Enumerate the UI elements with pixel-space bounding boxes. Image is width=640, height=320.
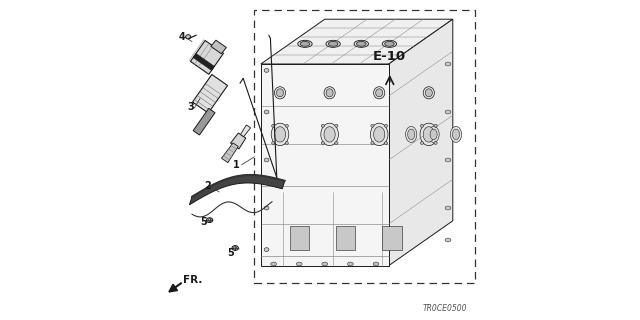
Ellipse shape bbox=[382, 40, 397, 47]
Ellipse shape bbox=[371, 141, 374, 144]
Text: 4: 4 bbox=[179, 32, 186, 42]
Ellipse shape bbox=[434, 141, 437, 144]
Ellipse shape bbox=[452, 129, 460, 140]
Ellipse shape bbox=[276, 89, 284, 97]
Ellipse shape bbox=[420, 141, 424, 144]
Ellipse shape bbox=[426, 89, 433, 97]
Ellipse shape bbox=[271, 123, 289, 146]
Polygon shape bbox=[383, 226, 402, 250]
Polygon shape bbox=[211, 40, 227, 54]
Ellipse shape bbox=[321, 123, 339, 146]
Ellipse shape bbox=[264, 158, 269, 162]
Ellipse shape bbox=[186, 35, 191, 39]
Text: 5: 5 bbox=[200, 217, 207, 228]
Ellipse shape bbox=[406, 126, 417, 142]
Ellipse shape bbox=[300, 42, 310, 46]
Ellipse shape bbox=[264, 110, 269, 114]
Ellipse shape bbox=[445, 206, 451, 210]
Text: 1: 1 bbox=[234, 160, 240, 170]
Ellipse shape bbox=[271, 141, 275, 144]
Ellipse shape bbox=[285, 124, 289, 127]
Polygon shape bbox=[290, 226, 308, 250]
Ellipse shape bbox=[285, 141, 289, 144]
Ellipse shape bbox=[430, 129, 437, 140]
Ellipse shape bbox=[420, 123, 438, 146]
Ellipse shape bbox=[445, 158, 451, 162]
Ellipse shape bbox=[420, 124, 424, 127]
Text: TR0CE0500: TR0CE0500 bbox=[422, 304, 467, 313]
Ellipse shape bbox=[264, 248, 269, 252]
Ellipse shape bbox=[445, 238, 451, 242]
Ellipse shape bbox=[371, 123, 388, 146]
Polygon shape bbox=[193, 53, 214, 70]
Text: 3: 3 bbox=[187, 102, 194, 112]
Bar bbox=[254, 10, 475, 283]
Ellipse shape bbox=[373, 262, 379, 266]
Ellipse shape bbox=[264, 68, 269, 72]
Ellipse shape bbox=[271, 262, 276, 266]
Polygon shape bbox=[193, 108, 215, 135]
Polygon shape bbox=[388, 19, 453, 266]
Polygon shape bbox=[189, 175, 285, 205]
Ellipse shape bbox=[234, 247, 237, 249]
Ellipse shape bbox=[445, 110, 451, 114]
Ellipse shape bbox=[356, 42, 366, 46]
Ellipse shape bbox=[376, 89, 383, 97]
Ellipse shape bbox=[264, 206, 269, 210]
Ellipse shape bbox=[321, 141, 324, 144]
Ellipse shape bbox=[423, 87, 435, 99]
Polygon shape bbox=[261, 64, 388, 266]
Text: 5: 5 bbox=[227, 248, 234, 258]
Ellipse shape bbox=[326, 89, 333, 97]
Text: E-10: E-10 bbox=[373, 50, 406, 62]
Ellipse shape bbox=[328, 42, 338, 46]
Polygon shape bbox=[191, 40, 223, 74]
Polygon shape bbox=[230, 133, 246, 149]
Ellipse shape bbox=[324, 87, 335, 99]
Ellipse shape bbox=[296, 262, 302, 266]
Ellipse shape bbox=[271, 124, 275, 127]
Ellipse shape bbox=[322, 262, 328, 266]
Ellipse shape bbox=[208, 219, 211, 221]
Ellipse shape bbox=[445, 62, 451, 66]
Ellipse shape bbox=[335, 124, 338, 127]
Ellipse shape bbox=[374, 87, 385, 99]
Ellipse shape bbox=[428, 126, 439, 142]
Ellipse shape bbox=[335, 141, 338, 144]
Ellipse shape bbox=[408, 129, 415, 140]
Polygon shape bbox=[221, 143, 238, 163]
Text: FR.: FR. bbox=[184, 275, 203, 285]
Ellipse shape bbox=[321, 124, 324, 127]
Ellipse shape bbox=[385, 124, 388, 127]
Ellipse shape bbox=[385, 42, 394, 46]
Ellipse shape bbox=[374, 127, 385, 142]
Ellipse shape bbox=[423, 127, 435, 142]
Polygon shape bbox=[241, 125, 251, 137]
Ellipse shape bbox=[326, 40, 340, 47]
Polygon shape bbox=[193, 75, 228, 113]
Ellipse shape bbox=[371, 124, 374, 127]
Ellipse shape bbox=[348, 262, 353, 266]
Ellipse shape bbox=[206, 218, 212, 223]
Ellipse shape bbox=[232, 246, 238, 251]
Ellipse shape bbox=[275, 87, 285, 99]
Ellipse shape bbox=[354, 40, 369, 47]
Ellipse shape bbox=[275, 127, 285, 142]
Polygon shape bbox=[336, 226, 355, 250]
Ellipse shape bbox=[324, 127, 335, 142]
Ellipse shape bbox=[298, 40, 312, 47]
Ellipse shape bbox=[385, 141, 388, 144]
Ellipse shape bbox=[434, 124, 437, 127]
Polygon shape bbox=[261, 19, 453, 64]
Text: 2: 2 bbox=[205, 180, 211, 191]
Ellipse shape bbox=[451, 126, 461, 142]
